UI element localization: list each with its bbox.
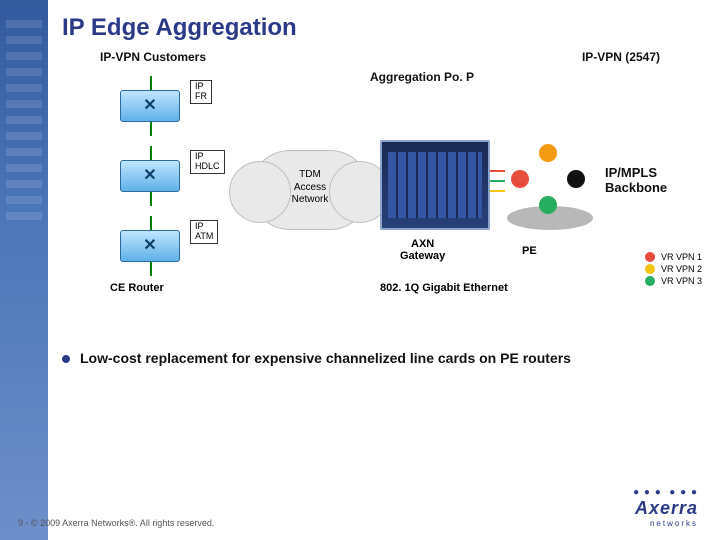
legend-dot	[645, 264, 655, 274]
ce-router-label: CE Router	[110, 282, 164, 294]
pe-vrf-dot	[539, 144, 557, 162]
footer-text: 9 - © 2009 Axerra Networks®. All rights …	[18, 518, 214, 528]
axn-line1: AXN	[411, 238, 434, 250]
vpn-link-line	[490, 170, 505, 172]
legend-label: VR VPN 2	[661, 264, 702, 274]
legend-label: VR VPN 3	[661, 276, 702, 286]
brand-dots-icon: ● ● ● ● ● ●	[633, 487, 698, 498]
protocol-label: IPHDLC	[190, 150, 225, 174]
backbone-label: IP/MPLS Backbone	[605, 165, 667, 195]
bullet-text: Low-cost replacement for expensive chann…	[80, 350, 571, 366]
axn-label: AXN Gateway	[400, 238, 445, 262]
pe-vrf-dot	[511, 170, 529, 188]
link-line	[150, 262, 152, 276]
axn-line2: Gateway	[400, 250, 445, 262]
bullet-point: Low-cost replacement for expensive chann…	[62, 350, 690, 366]
tdm-cloud: TDMAccessNetwork	[250, 150, 370, 230]
cloud-text: TDMAccessNetwork	[251, 169, 369, 207]
legend-label: VR VPN 1	[661, 252, 702, 262]
protocol-label: IPATM	[190, 220, 218, 244]
link-line	[150, 122, 152, 136]
pe-vrf-dot	[567, 170, 585, 188]
legend-row: VR VPN 2	[645, 264, 702, 274]
pe-router-icon	[505, 140, 595, 230]
link-line	[150, 216, 152, 230]
vpn-link-line	[490, 180, 505, 182]
slide-root: IP Edge Aggregation IP-VPN Customers IP-…	[0, 0, 720, 540]
vpn-link-line	[490, 190, 505, 192]
bullet-marker	[62, 355, 70, 363]
brand-logo: ● ● ● ● ● ● Axerra networks	[633, 487, 698, 528]
gig-ethernet-label: 802. 1Q Gigabit Ethernet	[380, 282, 508, 294]
link-line	[150, 76, 152, 90]
legend-dot	[645, 252, 655, 262]
backbone-line1: IP/MPLS	[605, 165, 657, 180]
link-line	[150, 192, 152, 206]
ce-router-icon	[120, 160, 180, 192]
legend: VR VPN 1 VR VPN 2 VR VPN 3	[645, 250, 702, 288]
ce-router-icon	[120, 90, 180, 122]
backbone-line2: Backbone	[605, 180, 667, 195]
legend-row: VR VPN 3	[645, 276, 702, 286]
pe-label: PE	[522, 245, 537, 257]
brand-name: Axerra	[633, 498, 698, 519]
legend-dot	[645, 276, 655, 286]
axn-chassis-icon	[380, 140, 490, 230]
protocol-label: IPFR	[190, 80, 212, 104]
pe-vrf-dot	[539, 196, 557, 214]
brand-sub: networks	[633, 519, 698, 528]
diagram: IPFR IPHDLC IPATM TDMAccessNetwork	[0, 0, 720, 540]
link-line	[150, 146, 152, 160]
ce-router-icon	[120, 230, 180, 262]
legend-row: VR VPN 1	[645, 252, 702, 262]
